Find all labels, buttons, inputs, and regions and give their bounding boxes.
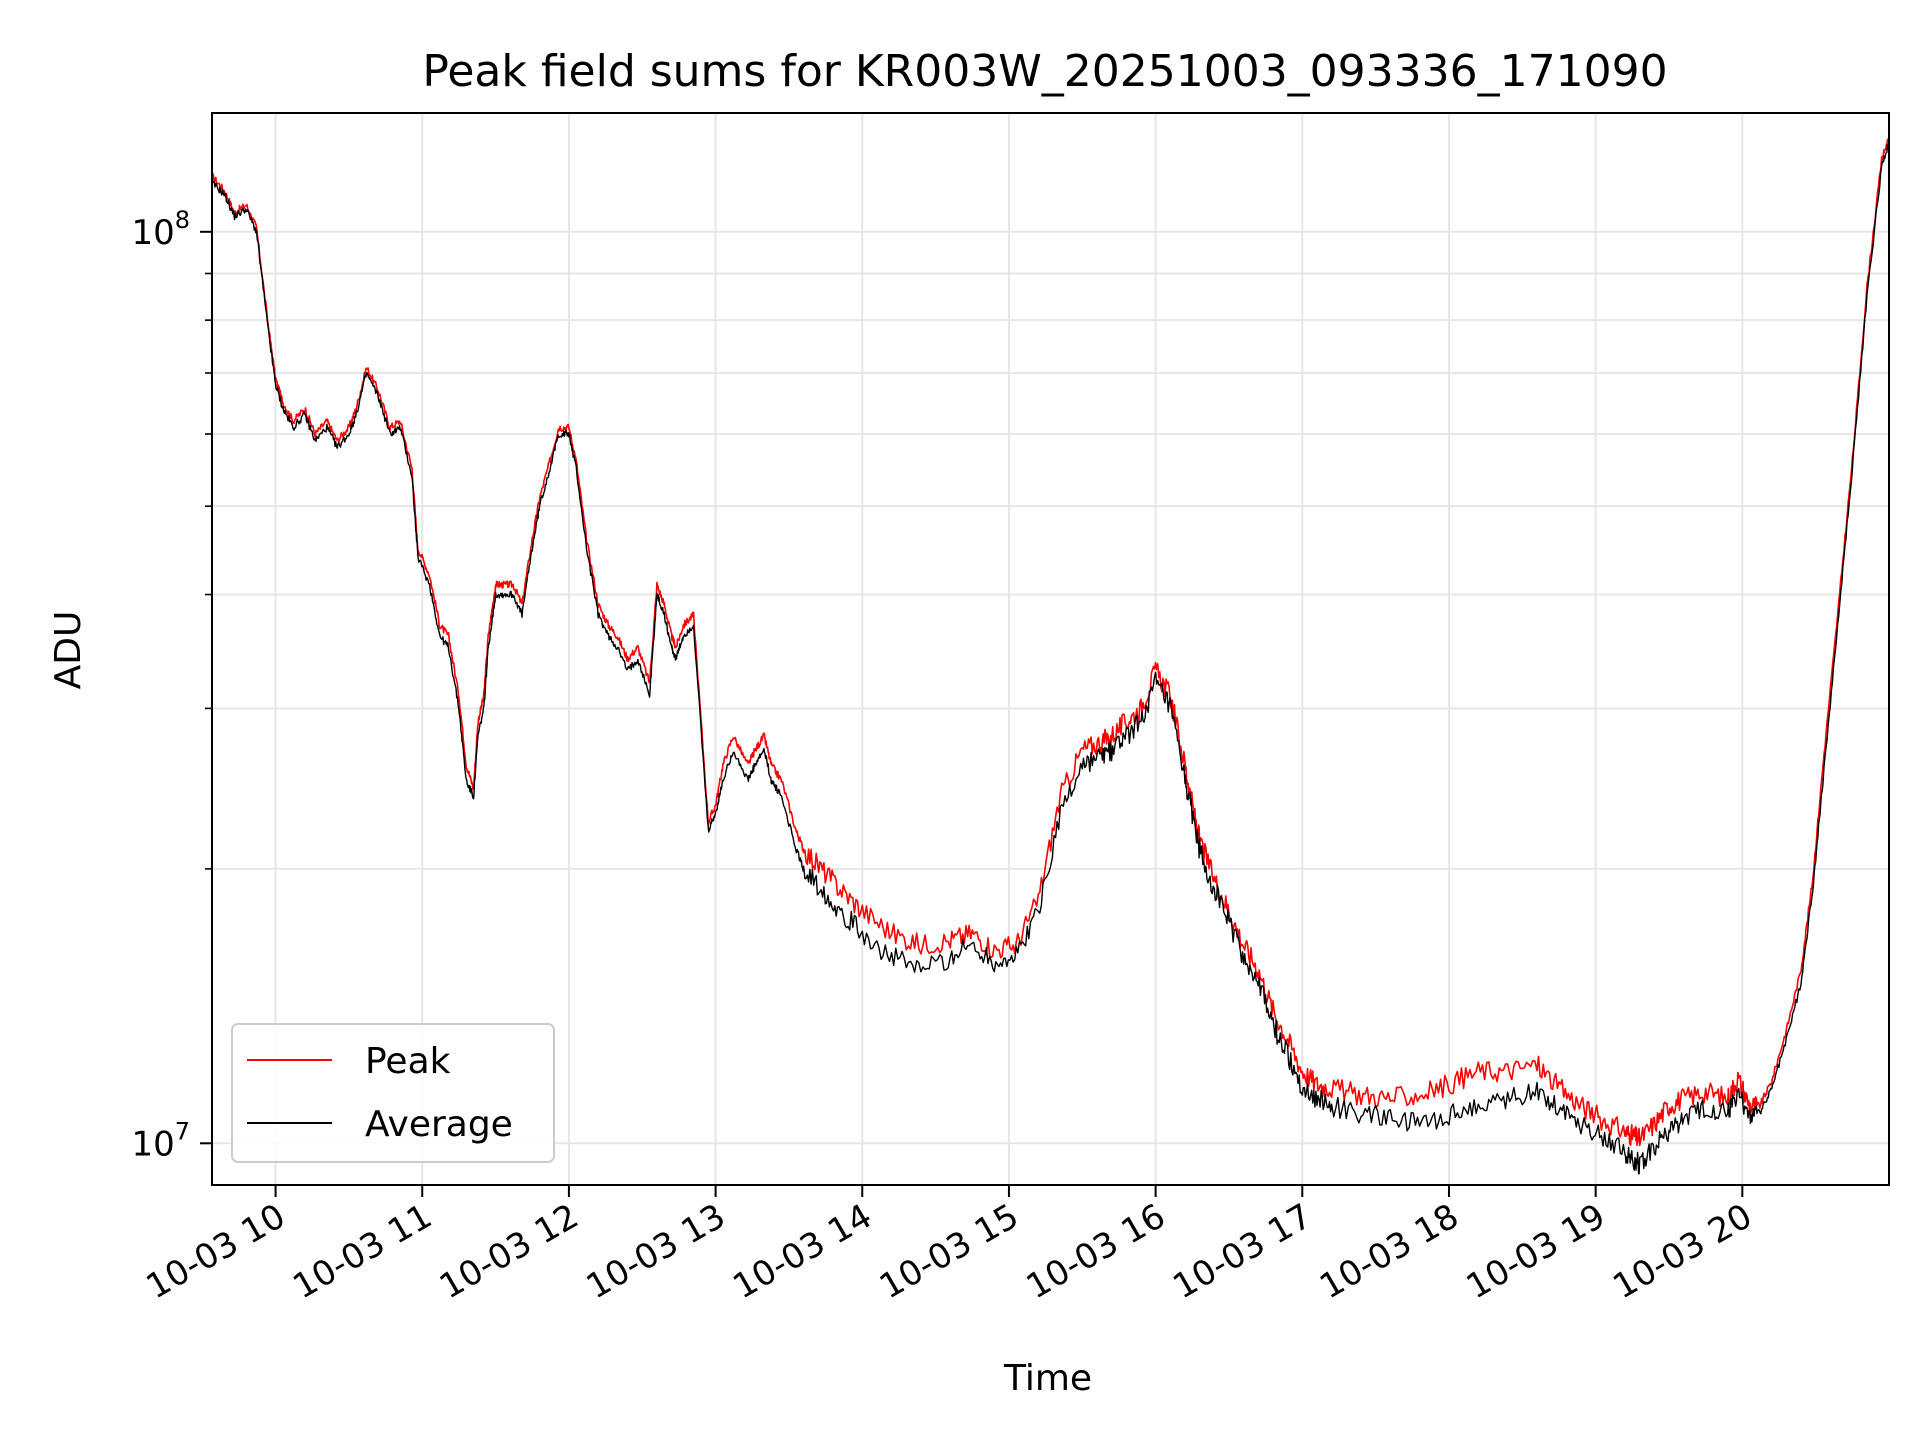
y-tick-label: 108 xyxy=(131,206,190,253)
chart-title: Peak field sums for KR003W_20251003_0933… xyxy=(422,46,1667,97)
x-axis-label: Time xyxy=(1003,1358,1092,1399)
y-axis-label: ADU xyxy=(48,611,89,690)
legend: Peak Average xyxy=(231,1023,555,1163)
series-line-peak xyxy=(212,137,1889,1147)
series-layer xyxy=(212,137,1889,1175)
plot-frame xyxy=(211,112,1890,1186)
series-line-average xyxy=(212,143,1889,1175)
y-axis-ticks: 107 108 xyxy=(131,206,212,1164)
y-tick-label: 107 xyxy=(131,1117,190,1164)
legend-label-average: Average xyxy=(365,1104,513,1145)
legend-label-peak: Peak xyxy=(365,1041,451,1082)
legend-box xyxy=(231,1023,555,1163)
